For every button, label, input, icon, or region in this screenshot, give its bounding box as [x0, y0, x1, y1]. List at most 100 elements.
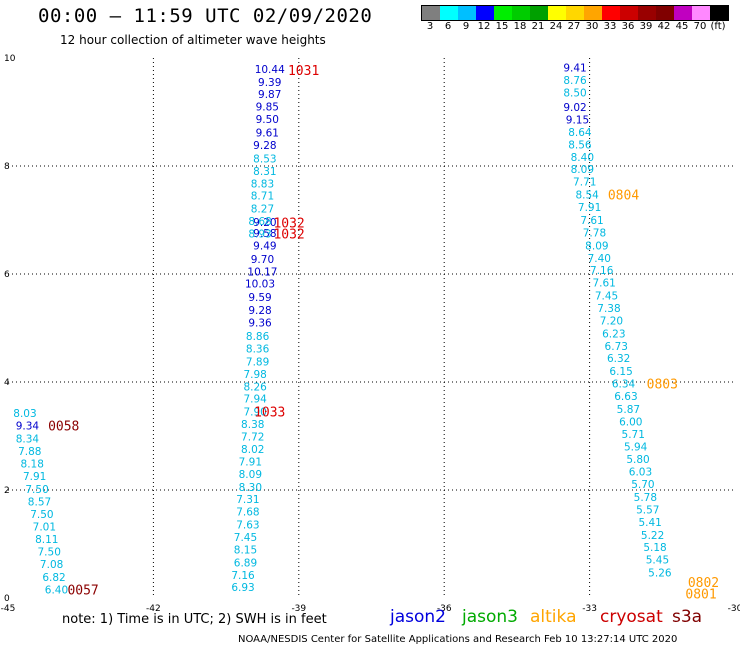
scale-label: 6	[444, 21, 452, 32]
time-label: 1033	[254, 406, 285, 421]
swh-point-label: 8.86	[246, 331, 270, 343]
swh-point-label: 7.16	[231, 570, 255, 582]
swh-point-label: 5.45	[646, 555, 669, 567]
swh-point-label: 9.70	[251, 254, 274, 266]
swh-point-label: 6.32	[607, 353, 630, 365]
swh-point-label: 7.01	[33, 522, 56, 534]
swh-point-label: 7.68	[236, 507, 259, 519]
swh-point-label: 9.87	[258, 89, 281, 101]
scale-label: 9	[462, 21, 470, 32]
swh-point-label: 8.64	[568, 127, 592, 139]
swh-point-label: 6.93	[231, 582, 254, 594]
y-tick-label: 4	[4, 378, 10, 388]
swh-point-label: 7.63	[236, 520, 259, 532]
swh-point-label: 7.45	[234, 532, 257, 544]
swh-point-label: 7.90	[243, 407, 266, 419]
credit-footer: NOAA/NESDIS Center for Satellite Applica…	[238, 634, 678, 645]
scale-swatch	[692, 6, 710, 20]
swh-point-label: 7.98	[243, 369, 266, 381]
swh-point-label: 6.15	[609, 366, 632, 378]
scale-swatch	[638, 6, 656, 20]
swh-point-label: 5.94	[624, 441, 648, 453]
swh-point-label: 9.20	[253, 217, 276, 229]
scale-swatch	[512, 6, 530, 20]
scale-label: 45	[675, 21, 689, 32]
scale-swatch	[656, 6, 674, 20]
swh-point-label: 8.15	[234, 544, 257, 556]
scale-label: 36	[621, 21, 635, 32]
swh-point-label: 8.68	[248, 216, 271, 228]
swh-point-label: 5.87	[617, 404, 640, 416]
swh-point-label: 7.45	[595, 291, 618, 303]
swh-point-label: 8.57	[28, 496, 51, 508]
swh-point-label: 5.26	[648, 568, 672, 580]
scale-label: 12	[477, 21, 491, 32]
swh-point-label: 10.03	[245, 279, 275, 291]
scale-swatch	[548, 6, 566, 20]
swh-point-label: 7.31	[236, 494, 259, 506]
swh-point-label: 9.85	[256, 102, 279, 114]
swh-point-label: 8.56	[568, 139, 592, 151]
swh-point-label: 7.08	[40, 559, 63, 571]
swh-point-label: 7.78	[583, 227, 606, 239]
swh-point-label: 6.73	[605, 341, 628, 353]
swh-point-label: 9.28	[248, 305, 271, 317]
swh-point-label: 8.36	[246, 344, 270, 356]
scale-label: 39	[639, 21, 653, 32]
swh-point-label: 7.72	[241, 432, 264, 444]
swh-point-label: 7.61	[592, 278, 615, 290]
swh-point-label: 8.18	[21, 459, 44, 471]
swh-point-label: 8.38	[241, 419, 264, 431]
swh-point-label: 5.22	[641, 530, 664, 542]
time-label: 0804	[608, 189, 639, 204]
swh-point-label: 8.83	[251, 178, 274, 190]
swh-point-label: 6.03	[629, 467, 652, 479]
x-tick-label: -45	[1, 604, 16, 614]
swh-point-label: 7.50	[25, 484, 48, 496]
x-tick-label: -36	[437, 604, 452, 614]
swh-point-label: 8.54	[575, 190, 599, 202]
swh-point-label: 6.82	[42, 572, 65, 584]
scale-swatch	[584, 6, 602, 20]
swh-point-label: 9.49	[253, 240, 276, 252]
swh-point-label: 8.30	[239, 482, 262, 494]
swh-point-label: 6.00	[619, 416, 642, 428]
legend-item-altika: altika	[530, 607, 577, 627]
swh-point-label: 9.39	[258, 77, 281, 89]
swh-point-label: 8.53	[253, 153, 276, 165]
swh-point-label: 8.34	[16, 434, 40, 446]
swh-point-label: 6.89	[234, 557, 257, 569]
legend-item-jason3: jason3	[462, 607, 518, 627]
swh-point-label: 9.28	[253, 140, 276, 152]
swh-point-label: 6.34	[612, 379, 636, 391]
x-tick-label: -42	[146, 604, 161, 614]
scale-swatch	[566, 6, 584, 20]
scale-label: 24	[549, 21, 563, 32]
y-tick-label: 2	[4, 486, 10, 496]
scale-swatch	[440, 6, 458, 20]
swh-point-label: 7.40	[588, 253, 611, 265]
swh-point-label: 7.50	[38, 547, 61, 559]
y-tick-label: 6	[4, 270, 10, 280]
swh-point-label: 7.91	[578, 202, 601, 214]
swh-point-label: 7.50	[30, 509, 53, 521]
chart-subtitle: 12 hour collection of altimeter wave hei…	[60, 33, 326, 47]
swh-point-label: 8.09	[571, 164, 594, 176]
y-tick-label: 8	[4, 162, 10, 172]
x-tick-label: -39	[291, 604, 306, 614]
swh-point-label: 8.40	[571, 152, 594, 164]
swh-point-label: 8.02	[241, 444, 264, 456]
scale-swatch	[710, 6, 728, 20]
time-label: 0802	[688, 576, 719, 591]
time-label: 0057	[67, 583, 98, 598]
swh-point-label: 7.94	[243, 394, 267, 406]
scale-label: 27	[567, 21, 581, 32]
scale-label: 70	[693, 21, 707, 32]
scale-swatch	[620, 6, 638, 20]
swh-point-label: 5.70	[631, 479, 654, 491]
swh-point-label: 8.09	[585, 240, 608, 252]
swh-point-label: 9.15	[566, 115, 589, 127]
swh-point-label: 7.88	[18, 446, 41, 458]
scale-swatch	[458, 6, 476, 20]
swh-point-label: 5.57	[636, 504, 659, 516]
